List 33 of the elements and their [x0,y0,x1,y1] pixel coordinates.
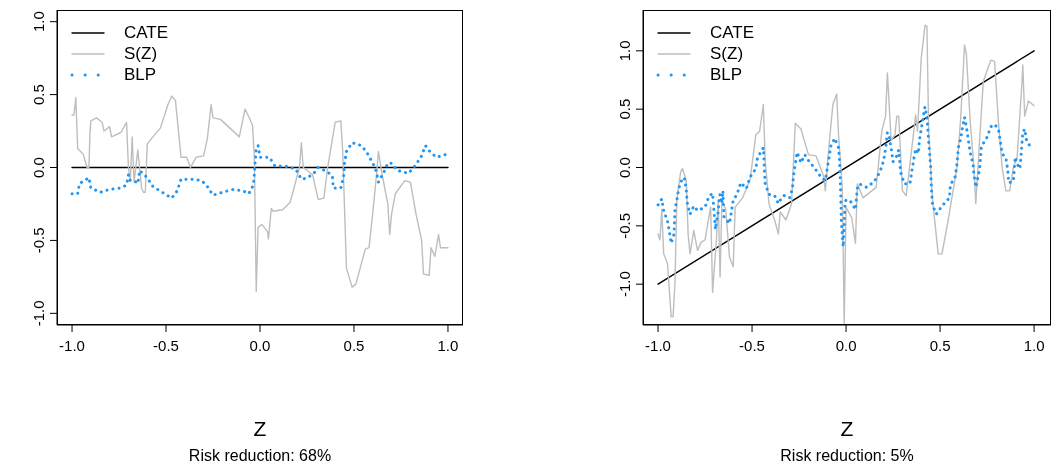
x-tick-label: 1.0 [437,336,459,354]
x-tick-label: -1.0 [59,336,85,354]
x-tick-label: 0.5 [343,336,365,354]
legend-label: S(Z) [124,43,158,64]
x-tick-label: -0.5 [153,336,179,354]
x-tick-label: 0.0 [249,336,271,354]
y-tick-label: 0.5 [30,84,47,106]
x-tick-label: 0.0 [835,336,857,354]
legend-label: BLP [124,64,157,85]
x-axis-title: Z [252,417,268,441]
x-tick-label: -1.0 [645,336,671,354]
legend-label: BLP [710,64,743,85]
y-tick-label: 1.0 [30,11,47,33]
legend-label: CATE [710,22,755,43]
text: Risk reduction: 5% [779,447,915,465]
legend-label: S(Z) [710,43,744,64]
x-tick-label: -0.5 [739,336,765,354]
x-tick-label: 0.5 [929,336,951,354]
line-series [70,141,448,200]
y-tick-label: 0.0 [616,157,633,178]
legend-label: CATE [124,22,169,43]
line-series [656,105,1032,249]
text: Risk reduction: 68% [187,447,333,465]
y-tick-label: -0.5 [30,227,47,254]
y-tick-label: -1.0 [616,271,633,298]
line-series [71,95,449,293]
x-tick-label: 1.0 [1023,336,1045,354]
y-tick-label: 1.0 [616,40,633,62]
y-tick-label: -0.5 [616,212,633,239]
y-tick-label: 0.0 [30,157,47,178]
y-tick-label: -1.0 [30,300,47,327]
y-tick-label: 0.5 [616,98,633,120]
x-axis-title: Z [839,417,855,441]
